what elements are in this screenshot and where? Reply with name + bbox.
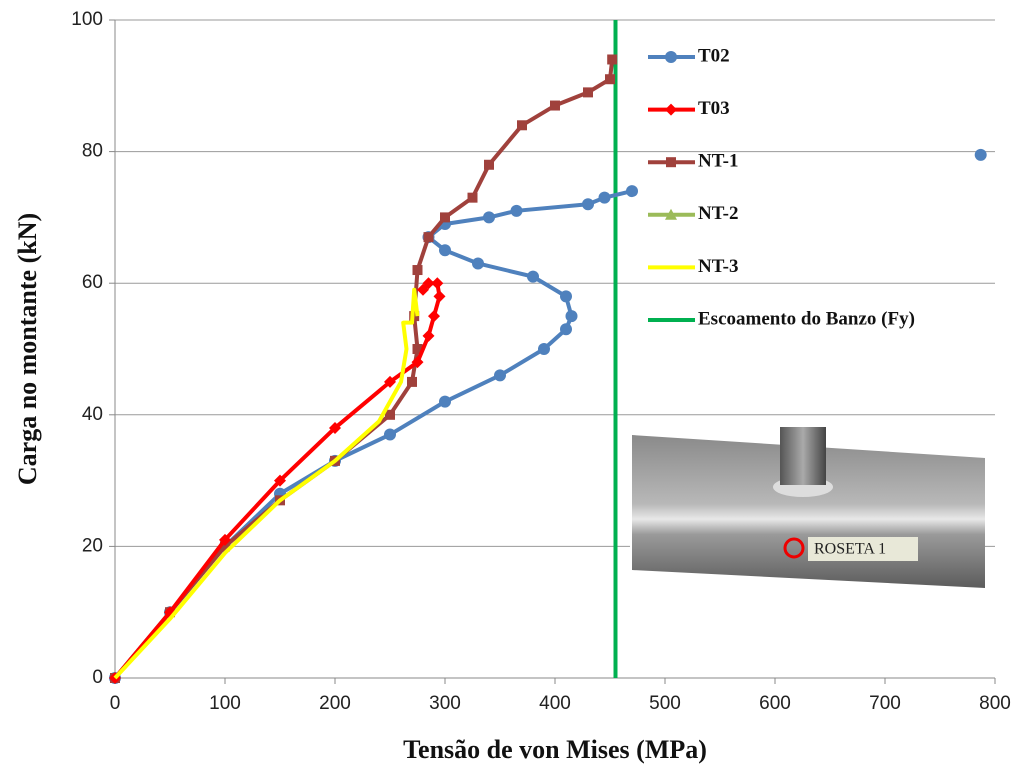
point (560, 290, 572, 302)
x-tick-label: 400 (539, 693, 571, 714)
y-tick-label: 20 (82, 535, 103, 556)
point (494, 369, 506, 381)
point (439, 396, 451, 408)
inset-label: ROSETA 1 (814, 541, 886, 558)
point (582, 198, 594, 210)
y-axis-label: Carga no montante (kN) (13, 213, 42, 485)
y-tick-label: 80 (82, 141, 103, 162)
point (607, 54, 617, 64)
chart: ROSETA 1 Tensão de von Mises (MPa) Carga… (0, 0, 1027, 778)
point (605, 74, 615, 84)
x-tick-label: 200 (319, 693, 351, 714)
point (517, 120, 527, 130)
legend-label: NT-3 (698, 256, 738, 277)
point (583, 87, 593, 97)
x-tick-label: 800 (979, 693, 1011, 714)
point (484, 160, 494, 170)
y-tick-label: 0 (92, 667, 103, 688)
point (472, 257, 484, 269)
x-tick-label: 700 (869, 693, 901, 714)
series-line (115, 290, 418, 678)
point (440, 212, 450, 222)
legend-marker (665, 51, 677, 63)
point (527, 271, 539, 283)
point (550, 101, 560, 111)
legend-label: T03 (698, 98, 730, 119)
y-tick-label: 100 (71, 9, 103, 30)
legend-label: Escoamento do Banzo (Fy) (698, 308, 915, 329)
point (439, 244, 451, 256)
x-tick-label: 600 (759, 693, 791, 714)
x-tick-label: 0 (110, 693, 121, 714)
point (560, 323, 572, 335)
point (468, 193, 478, 203)
point (975, 149, 987, 161)
point (384, 429, 396, 441)
legend-label: NT-1 (698, 151, 738, 172)
y-tick-label: 60 (82, 272, 103, 293)
point (626, 185, 638, 197)
legend-marker (665, 104, 677, 116)
point (428, 310, 440, 322)
legend-label: T02 (698, 45, 730, 66)
x-axis-label: Tensão de von Mises (MPa) (403, 735, 707, 764)
inset-image: ROSETA 1 (630, 425, 985, 590)
point (434, 290, 446, 302)
point (538, 343, 550, 355)
y-tick-label: 40 (82, 404, 103, 425)
point (413, 265, 423, 275)
legend-label: NT-2 (698, 203, 738, 224)
point (423, 330, 435, 342)
point (599, 192, 611, 204)
x-tick-label: 100 (209, 693, 241, 714)
x-tick-label: 500 (649, 693, 681, 714)
x-tick-label: 300 (429, 693, 461, 714)
point (511, 205, 523, 217)
point (483, 211, 495, 223)
series-line (115, 155, 981, 678)
point (407, 377, 417, 387)
point (424, 232, 434, 242)
legend-marker (666, 157, 676, 167)
point (566, 310, 578, 322)
